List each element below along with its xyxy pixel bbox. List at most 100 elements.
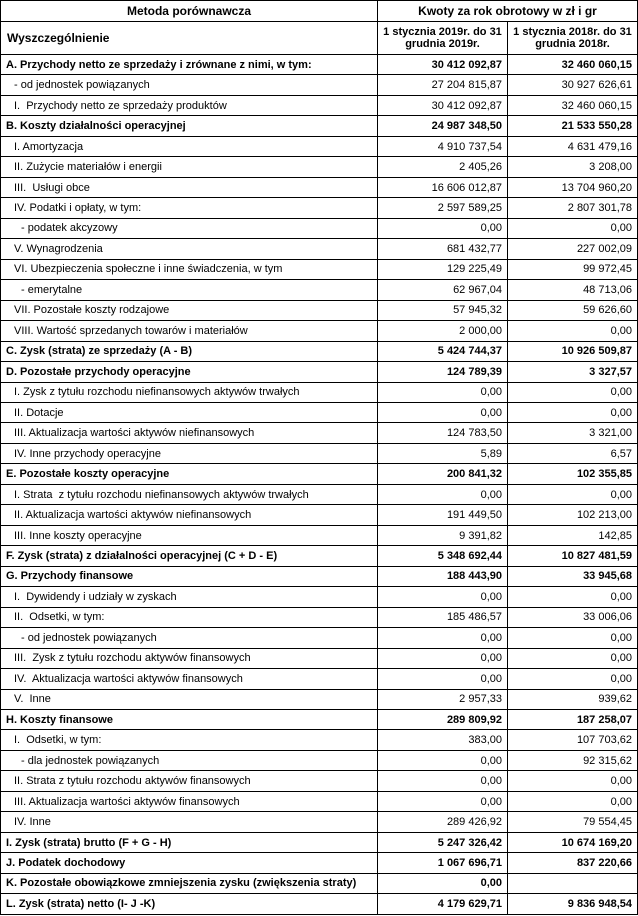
- row-value-2018: 32 460 060,15: [507, 53, 638, 76]
- row-label: II. Strata z tytułu rozchodu aktywów fin…: [0, 770, 378, 792]
- table-row: IV. Podatki i opłaty, w tym: 2 597 589,25…: [0, 197, 638, 219]
- row-value-2019: 5 348 692,44: [377, 545, 508, 567]
- row-value-2018: 227 002,09: [507, 238, 638, 260]
- row-value-2018: 6,57: [507, 442, 638, 465]
- row-value-2018: 0,00: [507, 217, 638, 240]
- row-value-2018: 2 807 301,78: [507, 197, 638, 219]
- row-value-2018: 4 631 479,16: [507, 135, 638, 158]
- row-label: III. Aktualizacja wartości aktywów niefi…: [0, 422, 378, 444]
- table-row: III. Aktualizacja wartości aktywów niefi…: [0, 422, 638, 444]
- table-row: - od jednostek powiązanych 0,00 0,00: [0, 627, 638, 649]
- row-value-2018: 92 315,62: [507, 749, 638, 772]
- row-value-2018: 99 972,45: [507, 258, 638, 281]
- row-label: VII. Pozostałe koszty rodzajowe: [0, 299, 378, 322]
- row-label: - od jednostek powiązanych: [0, 627, 378, 649]
- specification-header-cell: Wyszczególnienie: [0, 21, 378, 55]
- row-value-2019: 2 405,26: [377, 156, 508, 178]
- method-header-cell: Metoda porównawcza: [0, 0, 378, 22]
- row-label: - podatek akcyzowy: [0, 217, 378, 240]
- row-value-2018: 33 006,06: [507, 606, 638, 629]
- row-label: K. Pozostałe obowiązkowe zmniejszenia zy…: [0, 872, 378, 895]
- table-row: I. Strata z tytułu rozchodu niefinansowy…: [0, 483, 638, 506]
- row-value-2018: 3 208,00: [507, 156, 638, 178]
- row-value-2018: 0,00: [507, 770, 638, 792]
- row-value-2018: 142,85: [507, 524, 638, 547]
- row-label: IV. Aktualizacja wartości aktywów finans…: [0, 668, 378, 690]
- row-value-2019: 5 247 326,42: [377, 831, 508, 854]
- row-value-2019: 289 426,92: [377, 811, 508, 833]
- table-row: B. Koszty działalności operacyjnej 24 987…: [0, 115, 638, 137]
- period-2018-header-cell: 1 stycznia 2018r. do 31 grudnia 2018r.: [507, 21, 638, 55]
- table-row: III. Usługi obce 16 606 012,87 13 704 960,…: [0, 176, 638, 199]
- table-row: II. Zużycie materiałów i energii 2 405,26…: [0, 156, 638, 178]
- row-label: V. Inne: [0, 688, 378, 711]
- row-label: - emerytalne: [0, 279, 378, 301]
- table-row: IV. Inne 289 426,92 79 554,45: [0, 811, 638, 833]
- row-label: II. Zużycie materiałów i energii: [0, 156, 378, 178]
- table-header: Metoda porównawcza Kwoty za rok obrotowy…: [0, 0, 638, 55]
- row-value-2019: 30 412 092,87: [377, 53, 508, 76]
- row-value-2019: 185 486,57: [377, 606, 508, 629]
- table-row: I. Przychody netto ze sprzedaży produktó…: [0, 94, 638, 117]
- row-value-2018: 10 926 509,87: [507, 340, 638, 363]
- row-label: VI. Ubezpieczenia społeczne i inne świad…: [0, 258, 378, 281]
- row-label: III. Zysk z tytułu rozchodu aktywów fina…: [0, 647, 378, 670]
- row-label: V. Wynagrodzenia: [0, 238, 378, 260]
- row-label: I. Dywidendy i udziały w zyskach: [0, 586, 378, 608]
- row-value-2018: 79 554,45: [507, 811, 638, 833]
- row-label: IV. Inne przychody operacyjne: [0, 442, 378, 465]
- row-value-2018: 10 674 169,20: [507, 831, 638, 854]
- row-value-2018: [507, 872, 638, 895]
- row-label: IV. Podatki i opłaty, w tym:: [0, 197, 378, 219]
- table-row: G. Przychody finansowe 188 443,90 33 945,6…: [0, 565, 638, 588]
- row-value-2018: 10 827 481,59: [507, 545, 638, 567]
- table-row: D. Pozostałe przychody operacyjne 124 789…: [0, 361, 638, 383]
- table-row: E. Pozostałe koszty operacyjne 200 841,32…: [0, 463, 638, 485]
- header-row-columns: Wyszczególnienie 1 stycznia 2019r. do 31…: [0, 21, 638, 55]
- table-row: A. Przychody netto ze sprzedaży i zrówna…: [0, 53, 638, 76]
- row-value-2019: 0,00: [377, 627, 508, 649]
- row-value-2018: 0,00: [507, 586, 638, 608]
- table-row: I. Zysk z tytułu rozchodu niefinansowych…: [0, 381, 638, 403]
- table-row: J. Podatek dochodowy 1 067 696,71 837 220,…: [0, 852, 638, 874]
- row-value-2019: 0,00: [377, 647, 508, 670]
- row-value-2018: 837 220,66: [507, 852, 638, 874]
- row-value-2018: 0,00: [507, 790, 638, 813]
- row-value-2018: 102 213,00: [507, 504, 638, 526]
- row-value-2018: 187 258,07: [507, 708, 638, 731]
- table-row: V. Wynagrodzenia 681 432,77 227 002,09: [0, 238, 638, 260]
- table-row: I. Zysk (strata) brutto (F + G - H) 5 247…: [0, 831, 638, 854]
- row-value-2018: 13 704 960,20: [507, 176, 638, 199]
- table-row: VI. Ubezpieczenia społeczne i inne świad…: [0, 258, 638, 281]
- amounts-title-header-cell: Kwoty za rok obrotowy w zł i gr: [377, 0, 638, 22]
- row-value-2019: 24 987 348,50: [377, 115, 508, 137]
- row-value-2019: 191 449,50: [377, 504, 508, 526]
- row-value-2019: 0,00: [377, 790, 508, 813]
- row-value-2018: 9 836 948,54: [507, 893, 638, 915]
- row-value-2019: 0,00: [377, 483, 508, 506]
- row-value-2019: 0,00: [377, 381, 508, 403]
- row-value-2019: 681 432,77: [377, 238, 508, 260]
- row-value-2018: 3 321,00: [507, 422, 638, 444]
- table-row: - emerytalne 62 967,04 48 713,06: [0, 279, 638, 301]
- row-value-2019: 5,89: [377, 442, 508, 465]
- row-value-2019: 30 412 092,87: [377, 94, 508, 117]
- row-label: I. Zysk z tytułu rozchodu niefinansowych…: [0, 381, 378, 403]
- row-label: I. Strata z tytułu rozchodu niefinansowy…: [0, 483, 378, 506]
- row-value-2019: 0,00: [377, 217, 508, 240]
- row-value-2019: 0,00: [377, 770, 508, 792]
- table-row: IV. Aktualizacja wartości aktywów finans…: [0, 668, 638, 690]
- row-value-2019: 0,00: [377, 668, 508, 690]
- table-row: II. Aktualizacja wartości aktywów niefin…: [0, 504, 638, 526]
- row-label: D. Pozostałe przychody operacyjne: [0, 361, 378, 383]
- row-value-2019: 0,00: [377, 749, 508, 772]
- row-label: - dla jednostek powiązanych: [0, 749, 378, 772]
- row-value-2019: 0,00: [377, 872, 508, 895]
- table-row: C. Zysk (strata) ze sprzedaży (A - B) 5 4…: [0, 340, 638, 363]
- table-row: I. Dywidendy i udziały w zyskach 0,00 0,00: [0, 586, 638, 608]
- row-value-2018: 0,00: [507, 647, 638, 670]
- row-label: H. Koszty finansowe: [0, 708, 378, 731]
- table-row: H. Koszty finansowe 289 809,92 187 258,07: [0, 708, 638, 731]
